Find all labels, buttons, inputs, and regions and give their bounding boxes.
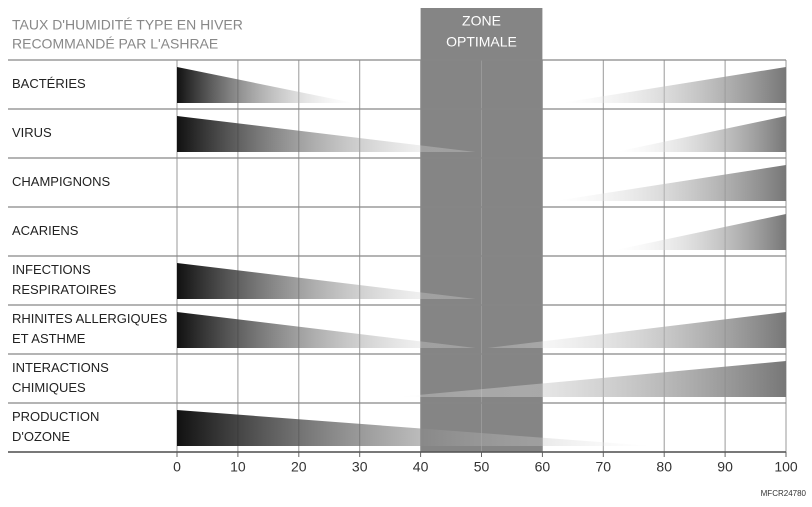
x-tick-label: 30 [352,459,368,475]
x-tick-label: 100 [774,459,798,475]
x-tick-label: 20 [291,459,307,475]
zone-label: ZONE [462,13,501,29]
x-tick-label: 80 [656,459,672,475]
low-wedge [177,263,476,299]
x-tick-label: 90 [717,459,733,475]
high-wedge [487,312,786,348]
high-wedge [554,165,786,201]
x-tick-label: 0 [173,459,181,475]
chart-title: RECOMMANDÉ PAR L'ASHRAE [12,36,218,52]
x-tick-label: 70 [596,459,612,475]
credit: MFCR24780 [761,489,807,498]
zone-label: OPTIMALE [446,34,517,50]
low-wedge [177,312,476,348]
high-wedge [560,67,786,103]
row-label: INTERACTIONS [12,360,109,375]
x-tick-label: 10 [230,459,246,475]
high-wedge [615,214,786,250]
row-label: D'OZONE [12,429,70,444]
x-tick-label: 50 [474,459,490,475]
row-label: PRODUCTION [12,409,99,424]
row-label: CHAMPIGNONS [12,174,111,189]
low-wedge [177,410,653,446]
low-wedge [177,67,354,103]
row-label: INFECTIONS [12,262,91,277]
row-label: ET ASTHME [12,331,86,346]
row-label: VIRUS [12,125,52,140]
x-tick-label: 60 [535,459,551,475]
high-wedge [396,361,786,397]
high-wedge [615,116,786,152]
row-label: RHINITES ALLERGIQUES [12,311,168,326]
chart-title: TAUX D'HUMIDITÉ TYPE EN HIVER [12,17,243,33]
row-label: RESPIRATOIRES [12,282,117,297]
row-label: ACARIENS [12,223,79,238]
x-tick-label: 40 [413,459,429,475]
row-label: BACTÉRIES [12,76,86,91]
row-label: CHIMIQUES [12,380,86,395]
low-wedge [177,116,476,152]
